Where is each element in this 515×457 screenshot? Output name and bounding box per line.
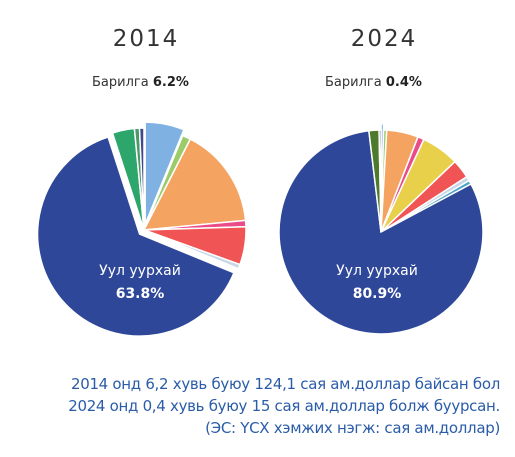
pie-2014: Уул уурхай 63.8% <box>36 121 247 337</box>
pie-2024-slice-8 <box>278 129 484 335</box>
chart-2024-title: 2024 <box>350 26 418 52</box>
footnote-line-3: (ЭС: ҮСХ хэмжих нэгж: сая ам.доллар) <box>205 419 500 437</box>
pie-2014-main-label: Уул уурхай <box>99 263 181 279</box>
pie-2024-main-value: 80.9% <box>353 286 402 302</box>
callout-2014-construction: Барилга 6.2% <box>92 75 189 90</box>
pie-2014-slice-2 <box>142 138 247 231</box>
pie-2014-slice-9 <box>138 127 145 231</box>
footnote-line-2: 2024 онд 0,4 хувь буюу 15 сая ам.доллар … <box>68 397 500 415</box>
callout-2014-value: 6.2% <box>152 75 189 90</box>
pie-2014-slice-5 <box>143 229 241 270</box>
callout-2024-construction: Барилга 0.4% <box>325 75 422 90</box>
pie-2014-slice-6 <box>36 136 235 337</box>
pie-2024: Уул уурхай 80.9% <box>278 123 484 335</box>
pie-2014-slice-0 <box>144 121 185 225</box>
callout-2014-label: Барилга <box>92 75 149 90</box>
pie-2024-main-label: Уул уурхай <box>336 263 418 279</box>
callout-2024-label: Барилга <box>325 75 382 90</box>
footnote-line-1: 2014 онд 6,2 хувь буюу 124,1 сая ам.долл… <box>70 375 500 393</box>
chart-2014-title: 2014 <box>112 26 180 52</box>
callout-2024-value: 0.4% <box>385 75 422 90</box>
pie-2024-slice-10 <box>378 129 382 233</box>
pie-2014-main-value: 63.8% <box>116 286 165 302</box>
